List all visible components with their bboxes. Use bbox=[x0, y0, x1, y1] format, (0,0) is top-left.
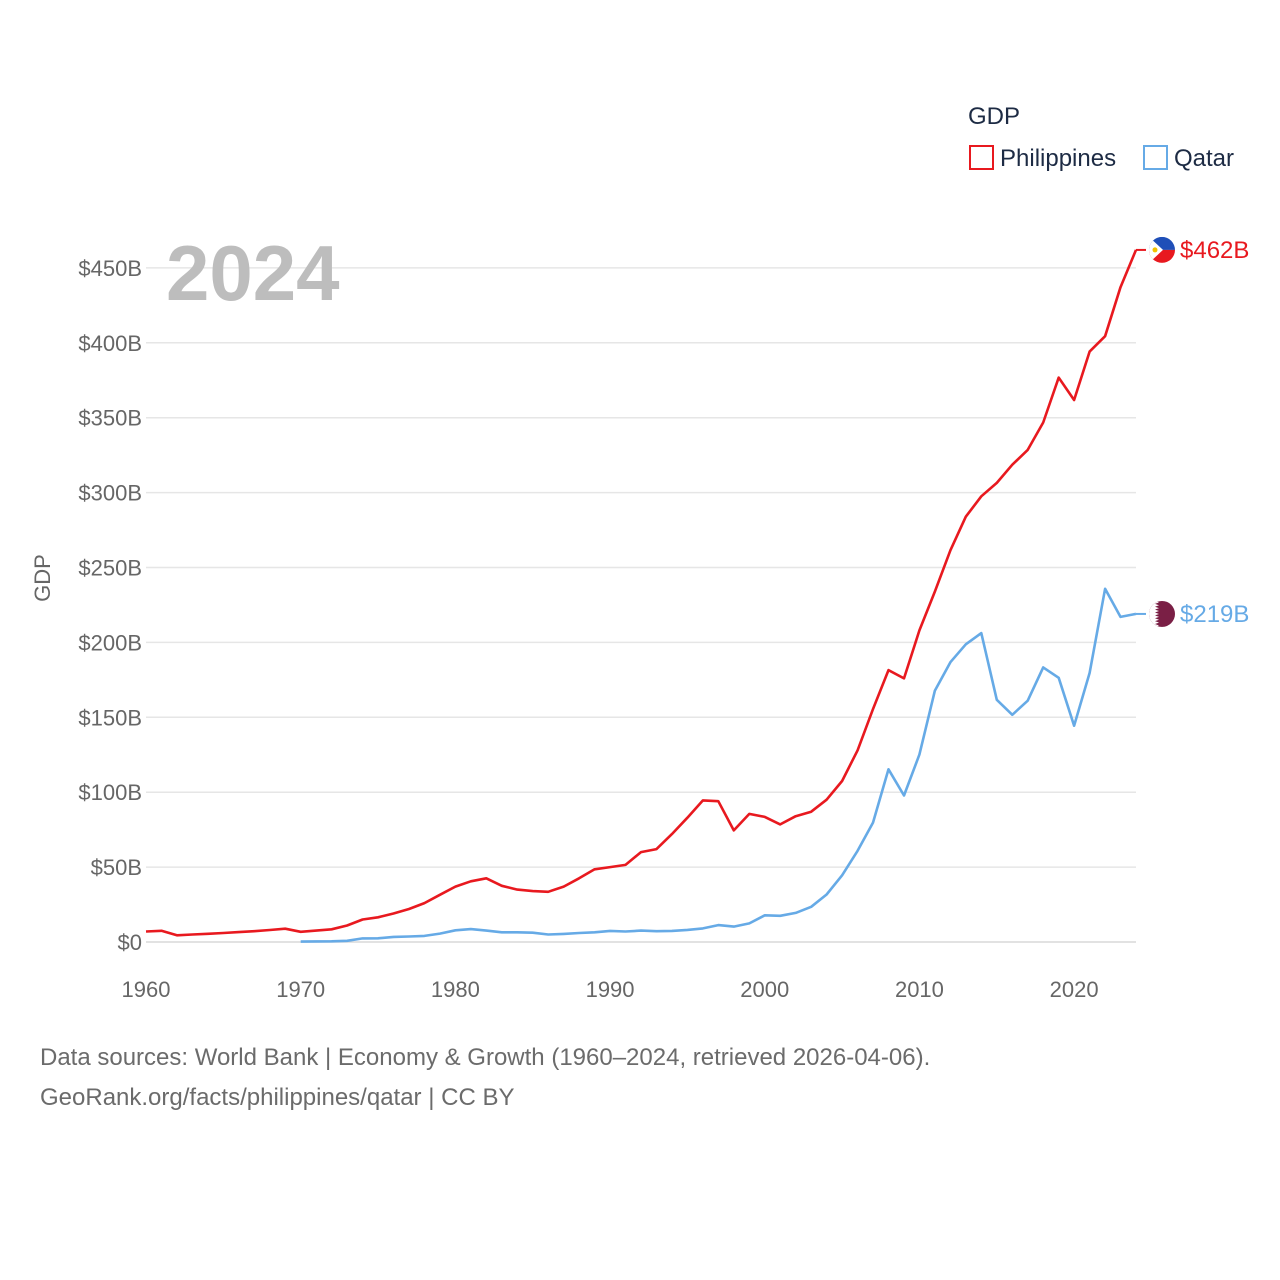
legend-label: Philippines bbox=[1000, 145, 1116, 172]
philippines-flag-icon bbox=[1149, 236, 1175, 263]
y-tick-label: $350B bbox=[78, 406, 142, 431]
source-line-1: Data sources: World Bank | Economy & Gro… bbox=[40, 1044, 931, 1071]
y-tick-label: $450B bbox=[78, 256, 142, 281]
x-tick-label: 2010 bbox=[895, 977, 944, 1002]
legend-swatch bbox=[1143, 145, 1168, 170]
x-tick-label: 1990 bbox=[586, 977, 635, 1002]
series-line-philippines bbox=[145, 249, 1138, 937]
y-tick-label: $150B bbox=[78, 705, 142, 730]
y-tick-label: $200B bbox=[78, 630, 142, 655]
y-tick-label: $300B bbox=[78, 481, 142, 506]
y-tick-label: $100B bbox=[78, 780, 142, 805]
y-axis-ticks: $0 $50B $100B $150B $200B $250B $300B $350B $400… bbox=[78, 256, 142, 955]
end-marker-qatar: $219B bbox=[1136, 600, 1249, 628]
end-marker-philippines: $462B bbox=[1136, 236, 1249, 264]
y-tick-label: $0 bbox=[118, 930, 142, 955]
x-tick-label: 1970 bbox=[276, 977, 325, 1002]
y-tick-label: $50B bbox=[91, 855, 142, 880]
end-markers: $462B $219B bbox=[1136, 236, 1249, 628]
legend-item-qatar: Qatar bbox=[1143, 145, 1234, 172]
legend-title: GDP bbox=[968, 103, 1020, 130]
y-axis-title: GDP bbox=[30, 554, 55, 602]
qatar-flag-icon bbox=[1149, 600, 1175, 627]
y-tick-label: $400B bbox=[78, 331, 142, 356]
end-value-label: $219B bbox=[1180, 601, 1249, 628]
legend-swatch bbox=[969, 145, 994, 170]
legend: GDP Philippines Qatar bbox=[968, 103, 1234, 172]
legend-label: Qatar bbox=[1174, 145, 1234, 172]
end-value-label: $462B bbox=[1180, 237, 1249, 264]
series-lines bbox=[145, 249, 1138, 943]
source-line-2: GeoRank.org/facts/philippines/qatar | CC… bbox=[40, 1084, 515, 1111]
gridlines bbox=[146, 267, 1136, 943]
x-tick-label: 2000 bbox=[740, 977, 789, 1002]
legend-item-philippines: Philippines bbox=[969, 145, 1116, 172]
x-tick-label: 1980 bbox=[431, 977, 480, 1002]
y-tick-label: $250B bbox=[78, 556, 142, 581]
year-label: 2024 bbox=[166, 229, 340, 317]
series-line-qatar bbox=[300, 587, 1137, 943]
x-tick-label: 2020 bbox=[1050, 977, 1099, 1002]
x-tick-label: 1960 bbox=[122, 977, 171, 1002]
x-axis-ticks: 1960 1970 1980 1990 2000 2010 2020 bbox=[122, 977, 1099, 1002]
